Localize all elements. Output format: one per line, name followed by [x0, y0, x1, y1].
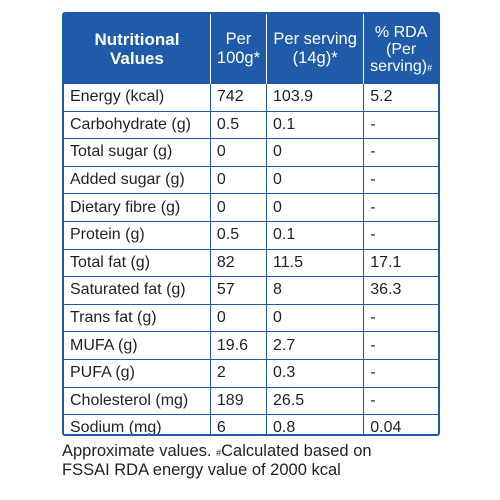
per-serving-cell: 26.5: [266, 386, 364, 415]
rda-cell: -: [363, 110, 438, 139]
per-serving-cell: 11.5: [266, 248, 364, 277]
per-serving-cell: 0.3: [266, 358, 364, 388]
table-row: PUFA (g) 2 0.3-: [64, 358, 438, 388]
nutrient-cell: Energy (kcal): [70, 88, 165, 106]
rda-cell: -: [363, 358, 438, 388]
nutrient-cell: PUFA (g): [64, 358, 211, 388]
footnote-mark: #: [216, 448, 222, 458]
nutrient-cell: Total fat (g): [64, 248, 211, 277]
table-row: Cholesterol (mg) 189 26.5-: [64, 386, 438, 415]
per-serving-cell: 0: [266, 303, 364, 332]
nutrient-cell: Added sugar (g): [64, 165, 211, 194]
nutrient-cell: Saturated fat (g): [64, 276, 211, 305]
per-100g-cell: 0: [209, 165, 267, 194]
per-100g-cell: 742: [209, 84, 267, 112]
per-serving-cell: 8: [266, 276, 364, 305]
per-100g-cell: 19.6: [209, 331, 267, 360]
per-100g-cell: 0.5: [209, 220, 267, 250]
nutrition-table-panel: Nutritional Values Per 100g* Per serving…: [62, 12, 440, 436]
rda-cell: -: [363, 386, 438, 415]
rda-cell: 0.04: [363, 414, 438, 434]
table-row: MUFA (g) 19.6 2.7-: [64, 331, 438, 360]
per-100g-cell: 0: [209, 193, 267, 222]
footnote: Approximate values. #Calculated based on…: [62, 442, 372, 479]
rda-cell: -: [363, 138, 438, 167]
per-100g-cell: 2: [209, 358, 267, 388]
table-header-row: Nutritional Values Per 100g* Per serving…: [64, 14, 438, 84]
header-per-serving: Per serving (14g)*: [266, 14, 364, 84]
per-100g-cell: 189: [209, 386, 267, 415]
nutrient-cell: Carbohydrate (g): [64, 110, 211, 139]
table-row: Carbohydrate (g) 0.5 0.1-: [64, 110, 438, 139]
per-100g-cell: 82: [209, 248, 267, 277]
table-body: Energy (kcal) 742 103.9 5.2 Carbohydrate (g)…: [64, 84, 438, 434]
table-row: Dietary fibre (g) 0 0-: [64, 193, 438, 222]
per-100g-cell: 0.5: [209, 110, 267, 139]
rda-cell: 5.2: [363, 84, 438, 112]
nutrient-cell: Total sugar (g): [64, 138, 211, 167]
per-100g-cell: 57: [209, 276, 267, 305]
nutrient-cell: MUFA (g): [64, 331, 211, 360]
per-serving-cell: 0.8: [266, 414, 364, 434]
table-row: Saturated fat (g) 57 8 36.3: [64, 276, 438, 305]
table-row: Total sugar (g) 0 0-: [64, 138, 438, 167]
nutrient-cell: Dietary fibre (g): [64, 193, 211, 222]
per-100g-cell: 0: [209, 138, 267, 167]
rda-cell: -: [363, 331, 438, 360]
nutrient-cell: Sodium (mg): [64, 414, 211, 434]
header-rda: % RDA (Per serving)#: [363, 14, 438, 84]
rda-cell: -: [363, 165, 438, 194]
per-serving-cell: 0: [266, 138, 364, 167]
rda-cell: -: [363, 193, 438, 222]
table-row: Energy (kcal) 742 103.9 5.2: [64, 84, 438, 112]
per-serving-cell: 103.9: [266, 84, 364, 112]
per-serving-cell: 2.7: [266, 331, 364, 360]
per-serving-cell: 0: [266, 193, 364, 222]
header-rda-mark: #: [427, 62, 433, 73]
per-100g-cell: 0: [209, 303, 267, 332]
header-nutritional-values: Nutritional Values: [64, 14, 211, 84]
rda-cell: -: [363, 220, 438, 250]
per-100g-cell: 6: [209, 414, 267, 434]
rda-cell: 36.3: [363, 276, 438, 305]
per-serving-cell: 0.1: [266, 220, 364, 250]
nutrient-cell: Cholesterol (mg): [64, 386, 211, 415]
nutrient-cell: Protein (g): [64, 220, 211, 250]
per-serving-cell: 0: [266, 165, 364, 194]
table-row: Added sugar (g) 0 0-: [64, 165, 438, 194]
per-serving-cell: 0.1: [266, 110, 364, 139]
table-row: Sodium (mg) 6 0.8 0.04: [64, 414, 438, 434]
rda-cell: 17.1: [363, 248, 438, 277]
nutrient-cell: Trans fat (g): [64, 303, 211, 332]
table-row: Total fat (g) 82 11.5 17.1: [64, 248, 438, 277]
table-row: Protein (g) 0.5 0.1-: [64, 220, 438, 250]
header-per-100g: Per 100g*: [209, 14, 267, 84]
rda-cell: -: [363, 303, 438, 332]
nutrition-table: Nutritional Values Per 100g* Per serving…: [64, 14, 438, 434]
table-row: Trans fat (g) 0 0-: [64, 303, 438, 332]
